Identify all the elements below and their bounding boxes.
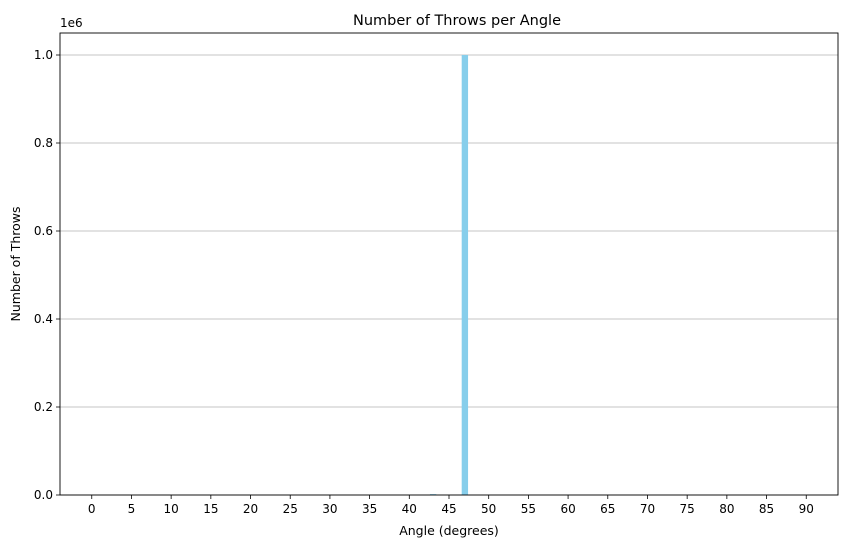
- x-tick-label: 25: [283, 502, 298, 516]
- y-tick-label: 0.2: [34, 400, 53, 414]
- chart-title: Number of Throws per Angle: [353, 13, 561, 29]
- x-tick-label: 35: [362, 502, 377, 516]
- y-tick-label: 0.6: [34, 224, 53, 238]
- x-tick-label: 30: [322, 502, 337, 516]
- x-tick-label: 65: [600, 502, 615, 516]
- x-tick-label: 20: [243, 502, 258, 516]
- x-tick-label: 50: [481, 502, 496, 516]
- x-tick-label: 45: [441, 502, 456, 516]
- y-axis-ticks: 0.0 0.2 0.4 0.6 0.8 1.0: [34, 48, 60, 502]
- x-tick-label: 60: [560, 502, 575, 516]
- x-tick-label: 75: [680, 502, 695, 516]
- x-tick-label: 70: [640, 502, 655, 516]
- y-tick-label: 1.0: [34, 48, 53, 62]
- bars: [429, 55, 469, 495]
- x-tick-label: 5: [128, 502, 136, 516]
- x-tick-label: 80: [719, 502, 734, 516]
- y-tick-label: 0.4: [34, 312, 53, 326]
- plot-frame: [59, 32, 839, 496]
- bar: [461, 55, 469, 495]
- x-axis-ticks: 0 5 10 15 20 25 30 35 40 45 50 55 60 65 70 75 80 85 90: [88, 495, 814, 516]
- x-tick-label: 85: [759, 502, 774, 516]
- y-axis-label: Number of Throws: [8, 206, 23, 321]
- y-offset-label: 1e6: [60, 16, 83, 30]
- x-tick-label: 0: [88, 502, 96, 516]
- x-tick-label: 10: [164, 502, 179, 516]
- x-tick-label: 55: [521, 502, 536, 516]
- x-tick-label: 90: [799, 502, 814, 516]
- x-axis-label: Angle (degrees): [399, 523, 499, 538]
- y-gridlines: [60, 54, 838, 496]
- y-tick-label: 0.8: [34, 136, 53, 150]
- x-tick-label: 40: [402, 502, 417, 516]
- x-tick-label: 15: [203, 502, 218, 516]
- y-tick-label: 0.0: [34, 488, 53, 502]
